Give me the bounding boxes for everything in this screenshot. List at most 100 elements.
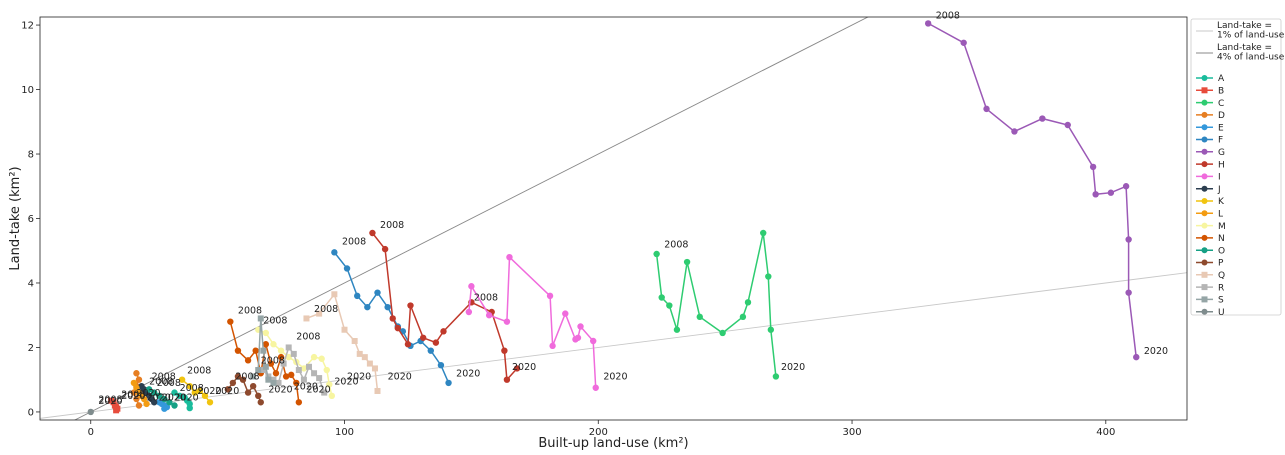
point-C: [683, 258, 691, 266]
point-M: [300, 365, 308, 372]
point-R: [305, 363, 312, 370]
legend-marker-P: [1201, 259, 1208, 266]
point-R: [275, 379, 282, 386]
legend-marker-A: [1201, 75, 1208, 81]
y-tick-label: 0: [28, 407, 34, 418]
point-C: [673, 326, 681, 333]
point-Q: [356, 350, 363, 357]
point-D: [135, 402, 143, 409]
point-C: [658, 294, 665, 301]
legend-marker-Q: [1201, 271, 1208, 278]
point-G: [960, 39, 967, 46]
point-H: [503, 376, 511, 383]
legend-label-L: L: [1218, 210, 1223, 220]
series-O: [145, 386, 178, 409]
legend-ref-label: Land-take =: [1217, 43, 1272, 53]
legend-label-G: G: [1218, 148, 1225, 158]
point-O: [171, 402, 178, 409]
series-G: [924, 20, 1140, 361]
annotation-label: 2020: [197, 386, 221, 397]
point-K: [191, 389, 198, 396]
series-P: [224, 373, 264, 406]
point-F: [354, 292, 361, 300]
point-M: [277, 347, 285, 354]
point-B: [113, 407, 120, 414]
point-C: [760, 229, 767, 237]
legend-marker-R: [1201, 284, 1208, 291]
series-line-C: [655, 232, 777, 377]
point-R: [316, 375, 323, 382]
annotation-label: 2020: [347, 372, 371, 383]
annotation-label: 2008: [152, 372, 176, 383]
series-C: [653, 229, 780, 380]
point-F: [445, 379, 452, 387]
point-Q: [341, 326, 348, 333]
point-M: [310, 353, 318, 361]
point-D: [133, 395, 140, 403]
point-M: [262, 329, 270, 337]
point-F: [437, 361, 445, 369]
point-F: [364, 303, 371, 311]
legend-marker-G: [1201, 148, 1208, 155]
point-N: [295, 399, 303, 406]
annotation-label: 2008: [121, 389, 145, 400]
point-R: [321, 389, 328, 396]
point-P: [257, 399, 264, 406]
series-S: [250, 315, 277, 386]
point-P: [239, 376, 247, 383]
annotation-label: 2008: [238, 306, 262, 317]
point-Q: [331, 291, 338, 298]
point-C: [666, 302, 673, 309]
point-J: [150, 399, 158, 406]
point-N: [262, 341, 270, 348]
point-R: [295, 367, 302, 374]
legend-marker-H: [1201, 161, 1208, 168]
point-H: [389, 315, 396, 322]
legend-ref-label: 4% of land-use: [1217, 53, 1285, 63]
point-K: [196, 387, 204, 395]
point-G: [1011, 128, 1018, 135]
point-S: [257, 315, 264, 322]
point-L: [140, 395, 148, 403]
legend-label-H: H: [1218, 160, 1225, 170]
y-tick-label: 4: [28, 278, 34, 289]
series-K: [178, 376, 214, 406]
point-N: [244, 357, 252, 364]
point-N: [282, 373, 290, 380]
point-C: [719, 329, 726, 337]
legend-marker-D: [1201, 111, 1208, 118]
point-N: [234, 347, 242, 354]
x-axis-ticks: 0 100 200 300 400: [88, 420, 1115, 438]
series-H: [369, 229, 521, 383]
point-M: [323, 366, 330, 374]
point-C: [772, 373, 780, 380]
series-M: [255, 326, 336, 400]
annotation-label: 2008: [380, 220, 404, 231]
point-I: [546, 292, 554, 300]
plot-area-frame: [39, 16, 1188, 421]
point-K: [186, 382, 193, 390]
point-Q: [351, 338, 358, 345]
point-K: [201, 392, 209, 400]
point-O: [161, 395, 168, 403]
series-A: [171, 389, 193, 412]
legend-ref-label: Land-take =: [1217, 21, 1272, 31]
point-H: [407, 302, 414, 309]
legend-marker-N: [1201, 234, 1208, 241]
point-G: [983, 105, 990, 113]
point-I: [549, 342, 556, 350]
annotation-label: 2008: [263, 315, 287, 326]
legend-label-B: B: [1218, 87, 1224, 97]
legend-marker-B: [1201, 87, 1208, 94]
point-H: [513, 365, 521, 372]
annotation-label: 2020: [268, 385, 292, 396]
point-F: [374, 289, 381, 296]
legend-label-P: P: [1218, 259, 1224, 269]
point-H: [394, 324, 402, 332]
legend-marker-C: [1201, 99, 1208, 106]
point-G: [1039, 115, 1046, 122]
point-R: [285, 344, 292, 351]
point-F: [331, 249, 338, 256]
